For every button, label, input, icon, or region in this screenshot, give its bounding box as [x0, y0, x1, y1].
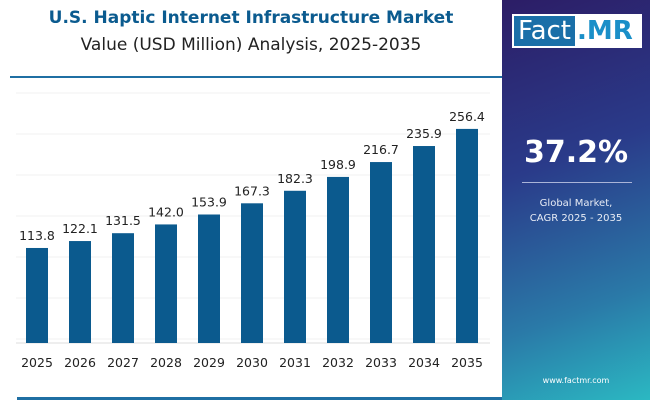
data-label-2030: 167.3: [234, 183, 270, 198]
x-tick-label-2025: 2025: [21, 355, 53, 370]
cagr-value: 37.2%: [523, 135, 629, 170]
x-tick-label-2029: 2029: [193, 355, 225, 370]
factmr-logo: Fact .MR: [512, 14, 642, 48]
x-tick-label-2026: 2026: [64, 355, 96, 370]
bar-2031: [284, 190, 306, 343]
bar-2026: [69, 241, 91, 343]
cagr-label-line2: CAGR 2025 - 2035: [529, 213, 623, 224]
x-tick-label-2035: 2035: [451, 355, 483, 370]
bar-chart: 113.8 2025 122.1 2026 131.5 2027 142.0 2028 153.…: [16, 92, 490, 370]
bar-2033: [370, 162, 392, 343]
x-tick-label-2030: 2030: [236, 355, 268, 370]
x-tick-label-2031: 2031: [279, 355, 311, 370]
bar-2028: [155, 224, 177, 343]
data-label-2025: 113.8: [19, 228, 55, 243]
data-label-2028: 142.0: [148, 204, 184, 219]
panel-divider: [522, 182, 632, 183]
bar-2032: [327, 176, 349, 343]
logo-mr: .MR: [577, 16, 633, 46]
bar-2025: [26, 247, 48, 343]
logo-fact: Fact: [514, 16, 575, 46]
data-label-2033: 216.7: [363, 142, 399, 157]
x-tick-label-2027: 2027: [107, 355, 139, 370]
data-label-2029: 153.9: [191, 194, 227, 209]
bar-2030: [241, 203, 263, 343]
chart-title: U.S. Haptic Internet Infrastructure Mark…: [48, 8, 454, 28]
data-label-2034: 235.9: [406, 126, 442, 141]
x-tick-label-2028: 2028: [150, 355, 182, 370]
data-label-2027: 131.5: [105, 213, 141, 228]
website-url: www.factmr.com: [542, 376, 610, 385]
data-label-2031: 182.3: [277, 171, 313, 186]
x-tick-label-2032: 2032: [322, 355, 354, 370]
bar-2029: [198, 214, 220, 343]
bottom-divider: [17, 397, 502, 400]
data-label-2032: 198.9: [320, 157, 356, 172]
bar-2027: [112, 233, 134, 343]
title-divider: [10, 76, 502, 78]
cagr-panel: Fact .MR 37.2% Global Market, CAGR 2025 …: [502, 0, 650, 400]
chart-subtitle: Value (USD Million) Analysis, 2025-2035: [80, 35, 422, 55]
x-tick-label-2034: 2034: [408, 355, 440, 370]
data-label-2035: 256.4: [449, 109, 485, 124]
x-tick-label-2033: 2033: [365, 355, 397, 370]
cagr-label-line1: Global Market,: [539, 198, 613, 209]
cagr-label: Global Market, CAGR 2025 - 2035: [502, 196, 650, 226]
bar-2034: [413, 146, 435, 343]
bar-2035: [456, 128, 478, 343]
data-label-2026: 122.1: [62, 221, 98, 236]
